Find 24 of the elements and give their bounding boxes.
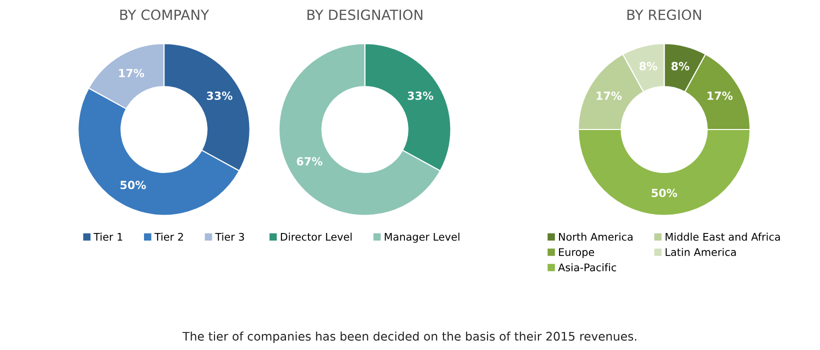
data-label: 8% bbox=[671, 62, 690, 70]
chart-title: BY REGION bbox=[627, 10, 701, 20]
legend-label: Tier 3 bbox=[215, 232, 244, 241]
legend-label: Europe bbox=[559, 248, 594, 258]
data-label: 33% bbox=[206, 92, 232, 100]
data-label: 67% bbox=[296, 157, 322, 166]
legend-label: Middle East and Africa bbox=[666, 232, 780, 241]
data-label: 17% bbox=[119, 68, 144, 78]
text: The tier of companies has been decided on the basis of their 2015 revenues. bbox=[182, 332, 636, 343]
legend-label: North America bbox=[559, 232, 632, 241]
data-label: 17% bbox=[596, 92, 622, 100]
legend-label: Tier 2 bbox=[154, 232, 183, 241]
legend-label: Asia-Pacific bbox=[558, 263, 616, 272]
legend-label: Tier 1 bbox=[94, 232, 122, 241]
data-label: 50% bbox=[120, 180, 146, 190]
legend-label: Latin America bbox=[666, 248, 736, 256]
chart-title: BY COMPANY bbox=[120, 10, 210, 20]
data-label: 17% bbox=[708, 92, 733, 100]
data-label: 8% bbox=[639, 62, 658, 70]
data-label: 50% bbox=[652, 188, 678, 198]
legend-label: Manager Level bbox=[384, 232, 460, 243]
chart-title: BY DESIGNATION bbox=[308, 10, 422, 20]
data-label: 33% bbox=[408, 92, 434, 100]
legend-label: Director Level bbox=[280, 232, 352, 241]
